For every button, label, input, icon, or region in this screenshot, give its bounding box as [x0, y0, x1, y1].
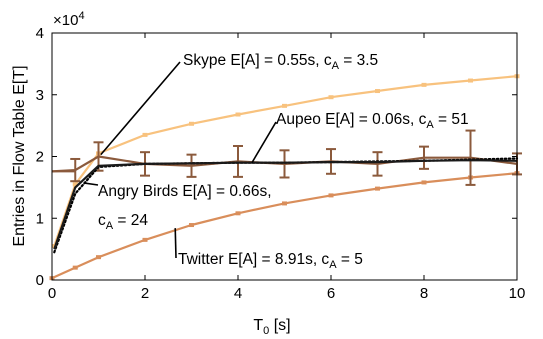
y-tick-label: 4 — [36, 25, 44, 42]
data-point-twitter — [282, 201, 287, 206]
annotation-skype: Skype E[A] = 0.55s, cA = 3.5 — [183, 52, 378, 72]
annotation-arrows — [84, 61, 277, 259]
data-point-twitter — [189, 223, 194, 228]
arrow-twitter — [174, 228, 177, 259]
y-exponent-power: 4 — [78, 10, 84, 22]
data-point-twitter — [235, 211, 241, 216]
y-exponent-base: ×10 — [53, 12, 78, 29]
data-point-skype — [421, 82, 427, 87]
series-angry_birds — [51, 129, 522, 186]
x-axis-label-unit: [s] — [269, 317, 290, 334]
series-black — [53, 159, 518, 250]
data-point-skype — [468, 78, 473, 83]
data-point-skype — [235, 112, 241, 117]
series-layer — [49, 74, 522, 281]
annotation-twitter: Twitter E[A] = 8.91s, cA = 5 — [178, 251, 363, 271]
y-tick-label: 1 — [36, 210, 44, 227]
x-tick-label: 6 — [327, 285, 335, 302]
data-point-twitter — [375, 186, 380, 191]
annotation-aupeo: Aupeo E[A] = 0.06s, cA = 51 — [276, 111, 469, 131]
arrow-skype — [100, 61, 181, 156]
data-point-skype — [282, 103, 287, 108]
x-axis-label: T0 [s] — [253, 317, 290, 337]
y-tick-label: 3 — [36, 87, 44, 104]
data-point-twitter — [421, 180, 427, 185]
y-tick-label: 2 — [36, 149, 44, 166]
data-point-twitter — [72, 265, 78, 270]
x-tick-label: 10 — [509, 285, 526, 302]
x-tick-label: 8 — [420, 285, 428, 302]
data-point-skype — [328, 95, 334, 100]
x-tick-label: 0 — [48, 285, 56, 302]
data-point-twitter — [328, 193, 334, 198]
data-point-skype — [375, 89, 380, 94]
x-tick-label: 2 — [141, 285, 149, 302]
y-axis-label: Entries in Flow Table E[T] — [11, 65, 28, 246]
data-point-skype — [189, 121, 194, 126]
data-point-twitter — [142, 237, 148, 242]
y-tick-label: 0 — [36, 272, 44, 289]
arrow-angry-birds — [84, 182, 99, 186]
series-line-black — [53, 159, 518, 250]
y-exponent-label: ×104 — [53, 10, 85, 29]
data-point-twitter — [96, 255, 101, 260]
ticks-layer: 0 2 4 6 8 10 0 1 2 3 4 — [36, 25, 526, 302]
x-tick-label: 4 — [234, 285, 242, 302]
annotation-angry-birds-line1: Angry Birds E[A] = 0.66s, — [98, 183, 272, 200]
arrow-aupeo — [251, 121, 277, 164]
x-axis-label-sub: 0 — [263, 325, 269, 337]
annotation-angry-birds-line2: cA = 24 — [98, 212, 148, 232]
x-axis-label-main: T — [253, 317, 263, 334]
data-point-skype — [142, 132, 148, 137]
series-line-twitter — [51, 172, 518, 280]
data-point-skype — [72, 182, 78, 187]
